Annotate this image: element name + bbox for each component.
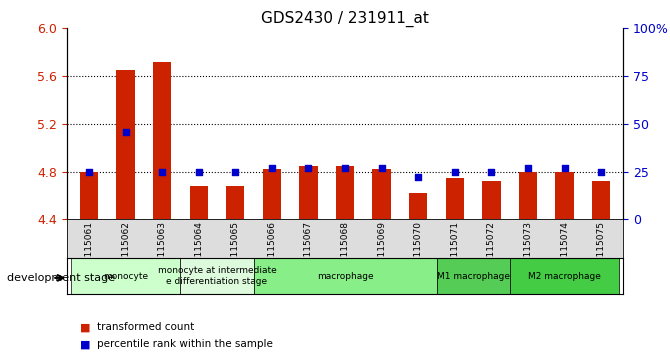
- Text: GSM115067: GSM115067: [304, 222, 313, 276]
- Text: GSM115064: GSM115064: [194, 222, 203, 276]
- Text: GSM115066: GSM115066: [267, 222, 277, 276]
- Bar: [80, 172, 98, 219]
- FancyBboxPatch shape: [253, 258, 437, 294]
- Text: ■: ■: [80, 322, 91, 332]
- FancyBboxPatch shape: [180, 258, 253, 294]
- Point: [303, 165, 314, 171]
- Text: GSM115075: GSM115075: [597, 222, 606, 276]
- Text: GSM115072: GSM115072: [487, 222, 496, 276]
- Bar: [336, 166, 354, 219]
- Text: GSM115063: GSM115063: [157, 222, 167, 276]
- Point: [340, 165, 350, 171]
- Text: monocyte at intermediate
e differentiation stage: monocyte at intermediate e differentiati…: [157, 267, 277, 286]
- Bar: [117, 70, 135, 219]
- Bar: [555, 172, 574, 219]
- Point: [413, 175, 423, 180]
- Bar: [409, 193, 427, 219]
- Point: [486, 169, 496, 175]
- Point: [194, 169, 204, 175]
- FancyBboxPatch shape: [510, 258, 620, 294]
- Text: GSM115065: GSM115065: [230, 222, 240, 276]
- Bar: [519, 172, 537, 219]
- Bar: [592, 181, 610, 219]
- Text: GSM115074: GSM115074: [560, 222, 569, 276]
- Point: [377, 165, 387, 171]
- Bar: [299, 166, 318, 219]
- Point: [120, 129, 131, 135]
- FancyBboxPatch shape: [70, 258, 180, 294]
- Text: M1 macrophage: M1 macrophage: [437, 272, 510, 281]
- Title: GDS2430 / 231911_at: GDS2430 / 231911_at: [261, 11, 429, 27]
- Text: M2 macrophage: M2 macrophage: [528, 272, 601, 281]
- Text: GSM115068: GSM115068: [340, 222, 350, 276]
- Text: GSM115070: GSM115070: [413, 222, 423, 276]
- Bar: [190, 186, 208, 219]
- Text: GSM115069: GSM115069: [377, 222, 386, 276]
- Bar: [446, 178, 464, 219]
- Text: development stage: development stage: [7, 273, 115, 283]
- Bar: [482, 181, 500, 219]
- Text: ■: ■: [80, 339, 91, 349]
- Point: [559, 165, 570, 171]
- Text: transformed count: transformed count: [97, 322, 194, 332]
- Text: GSM115073: GSM115073: [523, 222, 533, 276]
- Text: percentile rank within the sample: percentile rank within the sample: [97, 339, 273, 349]
- Text: monocyte: monocyte: [103, 272, 148, 281]
- Text: GSM115071: GSM115071: [450, 222, 460, 276]
- Point: [267, 165, 277, 171]
- Bar: [263, 169, 281, 219]
- Point: [230, 169, 241, 175]
- Bar: [373, 169, 391, 219]
- Bar: [226, 186, 245, 219]
- Text: GSM115061: GSM115061: [84, 222, 93, 276]
- Bar: [153, 62, 172, 219]
- FancyBboxPatch shape: [437, 258, 510, 294]
- Text: GSM115062: GSM115062: [121, 222, 130, 276]
- Point: [84, 169, 94, 175]
- Point: [157, 169, 168, 175]
- Text: macrophage: macrophage: [317, 272, 373, 281]
- Point: [523, 165, 533, 171]
- Point: [450, 169, 460, 175]
- Point: [596, 169, 606, 175]
